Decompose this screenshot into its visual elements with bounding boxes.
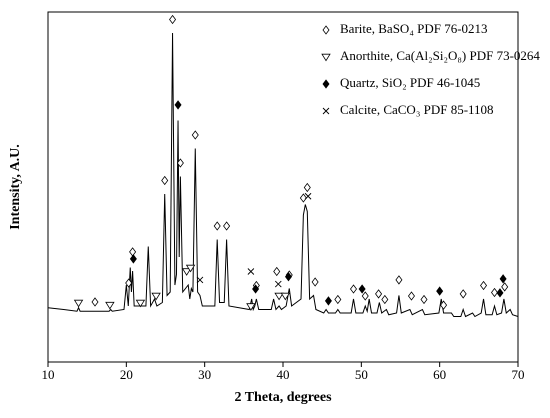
peak-marker — [252, 284, 260, 294]
peak-marker — [174, 100, 182, 110]
peak-marker — [480, 280, 488, 291]
peak-marker — [185, 264, 196, 273]
peak-marker — [223, 221, 231, 231]
legend-symbol — [321, 53, 331, 62]
peak-marker — [246, 303, 256, 311]
peak-marker — [420, 294, 428, 305]
peak-marker — [280, 292, 291, 301]
legend-symbol — [322, 25, 330, 35]
legend-symbol — [322, 79, 330, 89]
peak-marker — [375, 289, 383, 299]
x-tick-label: 10 — [42, 367, 55, 382]
peak-marker — [191, 130, 199, 140]
peak-marker — [440, 300, 448, 310]
peak-marker — [73, 299, 84, 308]
peak-marker — [105, 301, 115, 310]
peak-marker — [169, 14, 177, 25]
legend-label: Barite, BaSO₄ PDF 76-0213 — [340, 21, 488, 36]
peak-marker — [350, 284, 357, 294]
peak-marker — [196, 276, 204, 284]
peak-marker — [361, 291, 369, 301]
xrd-pattern — [47, 32, 519, 318]
peak-marker — [274, 292, 284, 301]
peak-marker — [303, 182, 311, 193]
peak-marker — [499, 274, 507, 284]
x-tick-label: 70 — [512, 367, 525, 382]
legend-label: Anorthite, Ca(Al₂Si₂O₈) PDF 73-0264 — [340, 48, 540, 63]
legend-label: Quartz, SiO₂ PDF 46-1045 — [340, 75, 480, 90]
peak-marker — [284, 272, 292, 282]
peak-marker — [129, 247, 137, 257]
peak-marker — [358, 284, 366, 294]
peak-marker — [395, 275, 403, 285]
peak-marker — [176, 158, 184, 168]
peak-marker — [151, 292, 161, 301]
peak-marker — [501, 282, 509, 292]
peak-marker — [135, 299, 146, 308]
legend-label: Calcite, CaCO₃ PDF 85-1108 — [340, 102, 494, 117]
peak-marker — [299, 193, 307, 203]
peak-marker — [247, 268, 255, 275]
x-axis-label: 2 Theta, degrees — [234, 390, 332, 405]
x-tick-label: 30 — [198, 367, 211, 382]
plot-frame — [47, 11, 519, 363]
peak-marker — [334, 294, 342, 305]
x-tick-label: 20 — [120, 367, 133, 382]
peak-marker — [324, 296, 332, 306]
peak-marker — [311, 277, 319, 287]
peak-marker — [273, 266, 281, 277]
peak-marker — [125, 278, 133, 288]
y-axis-label: Intensity, A.U. — [8, 144, 23, 230]
x-tick-label: 40 — [277, 367, 290, 382]
x-tick-label: 60 — [433, 367, 446, 382]
peak-marker — [459, 289, 467, 299]
peak-marker — [491, 287, 498, 298]
peak-marker — [496, 288, 504, 298]
legend-symbol — [322, 107, 330, 115]
peak-marker — [407, 291, 415, 301]
peak-marker — [181, 268, 192, 276]
peak-marker — [304, 192, 312, 200]
peak-marker — [381, 294, 389, 305]
peak-marker — [129, 254, 137, 264]
peak-marker — [274, 280, 282, 288]
peak-marker — [91, 297, 99, 307]
peak-marker — [213, 221, 221, 231]
peak-marker — [161, 175, 169, 186]
x-tick-label: 50 — [355, 367, 368, 382]
peak-marker — [436, 286, 444, 296]
